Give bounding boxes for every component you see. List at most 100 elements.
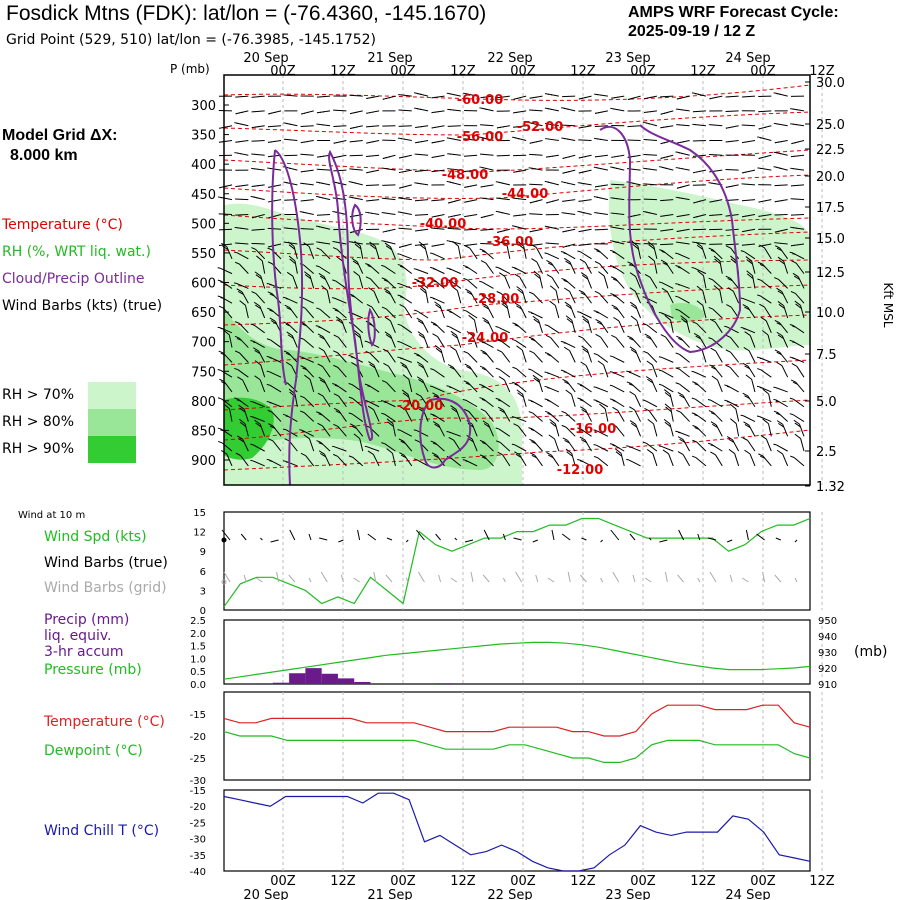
wind-barb: [235, 95, 249, 98]
wind-speed-line: [223, 517, 811, 608]
wind-barb-flag: [776, 420, 783, 425]
wind-barb-shaft: [291, 335, 298, 348]
wind-barb-flag: [479, 383, 483, 386]
wind-barb: [643, 350, 658, 363]
wind-barb: [495, 266, 511, 275]
wind-barb: [760, 434, 772, 452]
wind-barb-shaft: [284, 138, 298, 141]
wind-barb: [218, 196, 233, 201]
wind-barb-flag: [302, 323, 307, 327]
wind-barb: [725, 275, 740, 289]
wind-barb-flag: [364, 383, 369, 386]
wind-barb: [251, 125, 265, 129]
wind-barb: [353, 433, 364, 452]
wind-barb-shaft: [498, 398, 511, 408]
wind-barb-flag: [468, 314, 475, 321]
wind-barb-shaft: [594, 125, 608, 128]
wind-barb-shaft: [596, 444, 609, 452]
wind-barb: [708, 247, 723, 260]
wind-barb-flag: [777, 290, 784, 295]
wind-barb-flag: [400, 440, 406, 444]
wind-barb-flag: [609, 355, 613, 358]
wind-barb: [254, 375, 266, 393]
wind10-barb-true: [794, 539, 798, 543]
wind-barb: [413, 309, 429, 319]
wind-barb-flag: [283, 321, 289, 325]
wind-barb: [741, 199, 756, 202]
wind-barb: [532, 315, 543, 333]
wind-barb-shaft: [431, 199, 445, 202]
wind-barb: [464, 363, 478, 378]
wind-barb-shaft: [758, 154, 772, 159]
wind-barb: [529, 452, 543, 467]
wind-barb-flag: [348, 354, 352, 357]
wind-barb-flag: [332, 247, 338, 250]
wind-barb: [577, 458, 592, 467]
wind-barb-flag: [269, 317, 276, 322]
wind-barb-flag: [629, 406, 635, 411]
wind-barb: [609, 264, 625, 275]
wind-barb-shaft: [239, 337, 249, 348]
wind-barb: [238, 418, 249, 437]
wind-barb-shaft: [774, 228, 788, 233]
wind-barb: [578, 335, 592, 348]
wind-barb: [283, 350, 298, 363]
wind-barb: [219, 184, 233, 189]
wind-barb-shaft: [774, 184, 788, 187]
wind-barb: [533, 270, 544, 289]
forecast-cycle-value: 2025-09-19 / 12 Z: [628, 23, 756, 40]
wind-barb-flag: [744, 423, 751, 428]
wind-barb: [578, 125, 592, 129]
wind-barb-shaft: [268, 243, 282, 248]
wind-barb-shaft: [743, 251, 756, 260]
wind-barb: [544, 93, 559, 97]
wind-barb-flag: [354, 332, 361, 339]
wind-barb: [268, 140, 282, 143]
wind-barb: [463, 380, 478, 393]
wind-barb: [660, 125, 674, 129]
wind-barb-shaft: [627, 213, 641, 218]
wind-barb-flag: [791, 260, 797, 264]
wind-barb-shaft: [398, 109, 412, 112]
legend-wind10m: Wind at 10 m: [18, 510, 86, 521]
wind-barb: [381, 442, 396, 452]
cs-pressure-tick: 500: [191, 217, 216, 232]
wind-barb: [762, 388, 772, 407]
wind-barb-flag: [269, 293, 275, 297]
wind-barb-flag: [664, 389, 671, 395]
wind-barb-flag: [397, 323, 402, 326]
wind-barb-flag: [563, 279, 568, 283]
wind-barb-shaft: [680, 411, 690, 422]
wind-barb-flag: [397, 429, 401, 431]
wind-barb: [446, 325, 462, 334]
wind-barb: [609, 371, 625, 378]
wind-barb-flag: [517, 392, 524, 398]
wind-barb-shaft: [288, 352, 298, 363]
wind-barb: [528, 311, 543, 319]
wind10-barb-grid: [794, 577, 798, 583]
wind-barb-flag: [695, 335, 702, 340]
wind-barb-flag: [777, 301, 784, 307]
wind-barb-shaft: [482, 294, 494, 304]
wind-barb: [757, 261, 772, 274]
wind-barb: [450, 405, 462, 422]
wind-barb-shaft: [333, 125, 347, 127]
wind-barb: [267, 307, 282, 319]
wind-barb-shaft: [774, 122, 788, 127]
wind-barb-shaft: [620, 453, 625, 467]
wind-barb-shaft: [390, 335, 396, 348]
wind-barb-shaft: [545, 93, 559, 97]
wind-barb-flag: [609, 384, 613, 387]
wind-barb: [629, 406, 642, 422]
wind-barb-flag: [418, 379, 425, 384]
wind-barb-shaft: [337, 455, 347, 467]
wind-barb-shaft: [384, 265, 396, 275]
wind-barb-flag: [579, 436, 586, 441]
wind10-barb-true: [289, 529, 296, 541]
wind-barb-flag: [402, 392, 410, 398]
wind-barb: [398, 438, 413, 452]
wind-barb-flag: [367, 450, 374, 455]
wind-barb: [315, 265, 331, 275]
wind-barb-flag: [481, 398, 486, 402]
wind-barb-shaft: [521, 349, 527, 363]
